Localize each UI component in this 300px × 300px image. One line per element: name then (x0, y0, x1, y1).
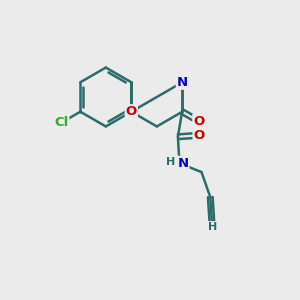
Text: N: N (177, 76, 188, 89)
Text: O: O (126, 105, 137, 118)
Text: H: H (166, 158, 175, 167)
Text: O: O (193, 115, 205, 128)
Text: Cl: Cl (54, 116, 68, 129)
Text: O: O (194, 129, 205, 142)
Text: H: H (208, 222, 217, 232)
Text: N: N (177, 157, 188, 170)
